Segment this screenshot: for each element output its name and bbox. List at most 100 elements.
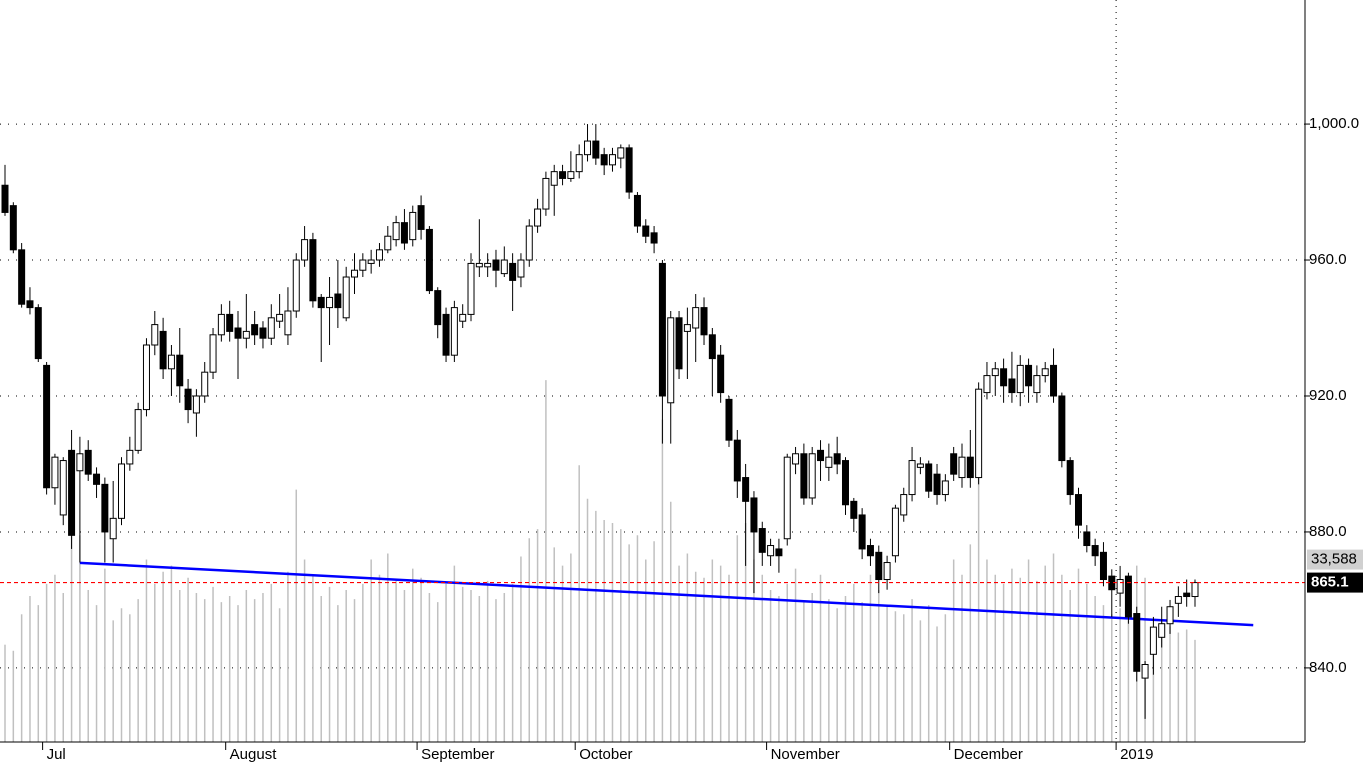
- y-tick-label: 920.0: [1309, 387, 1347, 404]
- candle-body: [850, 500, 858, 519]
- x-tick-label: 2019: [1120, 746, 1153, 763]
- candle-body: [717, 354, 725, 394]
- candle-body: [184, 388, 192, 411]
- volume-label: 33,588: [1311, 551, 1357, 568]
- x-tick-label: October: [579, 746, 632, 763]
- candle-body: [375, 249, 383, 261]
- candle-body: [217, 313, 225, 336]
- candle-body: [708, 334, 716, 360]
- candle-body: [1124, 575, 1132, 618]
- trendline: [79, 561, 1254, 627]
- candle-body: [650, 232, 658, 244]
- candle-body: [309, 239, 317, 302]
- candle-body: [59, 460, 67, 516]
- candle-body: [633, 194, 641, 227]
- candle-body: [159, 330, 167, 370]
- candle-body: [242, 330, 250, 339]
- candle-body: [492, 259, 500, 271]
- candle-body: [167, 354, 175, 370]
- volume-label-box: [1307, 549, 1363, 570]
- candle-body: [1074, 494, 1082, 526]
- candle-body: [866, 545, 874, 557]
- candle-body: [1091, 545, 1099, 557]
- candle-body: [841, 460, 849, 506]
- candle-body: [93, 473, 101, 485]
- last-close-label: 865.1: [1311, 574, 1349, 591]
- y-tick-label: 960.0: [1309, 251, 1347, 268]
- candle-body: [1166, 606, 1174, 625]
- candle-body: [683, 324, 691, 332]
- candle-body: [1183, 592, 1191, 598]
- candle-body: [342, 276, 350, 319]
- candle-body: [1008, 378, 1016, 394]
- candle-body: [600, 154, 608, 166]
- candle-body: [442, 313, 450, 356]
- candle-body: [891, 507, 899, 557]
- candle-body: [259, 327, 267, 339]
- candle-body: [84, 449, 92, 475]
- candle-body: [875, 551, 883, 581]
- candle-body: [592, 140, 600, 159]
- candle-body: [575, 154, 583, 173]
- candle-body: [767, 545, 775, 557]
- candle-body: [18, 249, 26, 305]
- candle-body: [151, 324, 159, 346]
- candle-body: [9, 205, 17, 251]
- candle-body: [301, 239, 309, 261]
- candle-body: [908, 460, 916, 496]
- candle-body: [991, 368, 999, 377]
- candle-body: [958, 456, 966, 479]
- candle-body: [1191, 582, 1199, 598]
- candle-body: [43, 364, 51, 489]
- candle-body: [1000, 368, 1008, 387]
- candle-body: [126, 449, 134, 465]
- candle-body: [983, 375, 991, 394]
- candle-body: [334, 293, 342, 309]
- candle-body: [475, 262, 483, 268]
- candle-body: [226, 313, 234, 332]
- candle-body: [276, 313, 284, 322]
- candle-body: [517, 259, 525, 278]
- candle-body: [975, 388, 983, 479]
- candle-body: [900, 494, 908, 516]
- candle-body: [267, 317, 275, 339]
- candle-body: [941, 480, 949, 496]
- candle-body: [783, 456, 791, 540]
- candle-body: [1099, 551, 1107, 581]
- candle-body: [542, 177, 550, 210]
- x-tick-label: December: [954, 746, 1023, 763]
- candle-body: [142, 344, 150, 411]
- candle-body: [359, 259, 367, 271]
- candle-body: [367, 259, 375, 264]
- y-tick-label: 1,000.0: [1309, 115, 1359, 132]
- candle-body: [500, 259, 508, 275]
- candle-body: [667, 317, 675, 404]
- candle-body: [1116, 579, 1124, 594]
- x-tick-label: August: [230, 746, 278, 763]
- candle-body: [800, 453, 808, 499]
- candle-body: [201, 371, 209, 397]
- candle-body: [534, 208, 542, 227]
- candle-body: [51, 456, 59, 489]
- candle-body: [392, 222, 400, 241]
- candle-body: [292, 259, 300, 312]
- candle-body: [758, 528, 766, 553]
- candle-body: [1016, 364, 1024, 394]
- candle-body: [1149, 626, 1157, 655]
- candle-body: [608, 154, 616, 166]
- candle-body: [1058, 395, 1066, 462]
- candle-body: [792, 453, 800, 465]
- candle-body: [933, 473, 941, 496]
- candle-body: [550, 171, 558, 186]
- candle-body: [509, 262, 517, 281]
- x-tick-label: September: [421, 746, 494, 763]
- candle-body: [109, 517, 117, 540]
- candle-body: [317, 296, 325, 309]
- candle-body: [692, 307, 700, 329]
- candle-body: [384, 235, 392, 251]
- candle-body: [925, 463, 933, 492]
- candle-body: [1133, 613, 1141, 672]
- x-tick-label: Jul: [47, 746, 66, 763]
- candle-body: [658, 262, 666, 397]
- candle-body: [417, 205, 425, 230]
